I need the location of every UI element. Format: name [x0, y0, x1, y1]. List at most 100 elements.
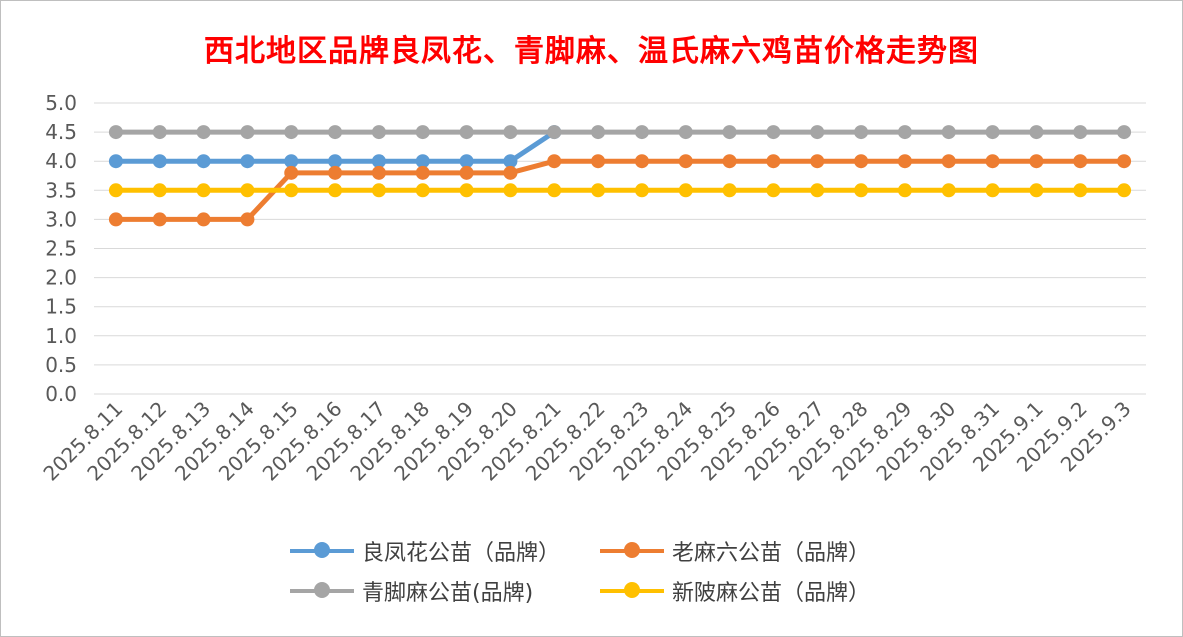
data-point	[722, 125, 737, 140]
data-point	[1117, 183, 1132, 198]
data-point	[678, 183, 693, 198]
legend-swatch	[290, 582, 354, 598]
data-point	[547, 183, 562, 198]
data-point	[1073, 154, 1088, 169]
data-point	[503, 125, 518, 140]
data-point	[547, 154, 562, 169]
legend-item: 良凤花公苗（品牌）	[290, 536, 560, 566]
data-point	[328, 154, 343, 169]
legend-item: 新陂麻公苗（品牌）	[600, 576, 870, 606]
y-tick-label: 5.0	[45, 91, 77, 115]
data-point	[547, 125, 562, 140]
data-point	[240, 125, 255, 140]
data-point	[722, 154, 737, 169]
data-point	[108, 212, 123, 227]
data-point	[152, 125, 167, 140]
y-tick-label: 3.0	[45, 207, 77, 231]
data-point	[634, 154, 649, 169]
series-line	[113, 158, 1127, 222]
data-point	[240, 154, 255, 169]
legend-label: 新陂麻公苗（品牌）	[672, 581, 871, 606]
data-point	[1073, 183, 1088, 198]
y-tick-label: 1.0	[45, 324, 77, 348]
data-point	[196, 212, 211, 227]
y-tick-label: 4.5	[45, 120, 77, 144]
legend-swatch	[600, 542, 664, 558]
data-point	[1117, 154, 1132, 169]
data-point	[108, 154, 123, 169]
data-point	[810, 183, 825, 198]
y-tick-label: 1.5	[45, 295, 77, 319]
data-point	[591, 125, 606, 140]
legend-item: 老麻六公苗（品牌）	[600, 536, 870, 566]
y-tick-label: 4.0	[45, 149, 77, 173]
data-point	[1117, 125, 1132, 140]
data-point	[196, 154, 211, 169]
legend-label: 青脚麻公苗(品牌)	[362, 581, 534, 606]
data-point	[634, 125, 649, 140]
data-point	[985, 183, 1000, 198]
data-point	[810, 125, 825, 140]
legend-swatch	[600, 582, 664, 598]
data-point	[854, 125, 869, 140]
data-point	[152, 154, 167, 169]
legend-label: 老麻六公苗（品牌）	[672, 541, 871, 566]
data-point	[678, 154, 693, 169]
chart-title: 西北地区品牌良凤花、青脚麻、温氏麻六鸡苗价格走势图	[204, 34, 979, 69]
legend-item: 青脚麻公苗(品牌)	[290, 576, 533, 606]
data-point	[459, 165, 474, 180]
data-point	[810, 154, 825, 169]
data-point	[985, 154, 1000, 169]
data-point	[152, 212, 167, 227]
legend-swatch	[290, 542, 354, 558]
data-point	[284, 165, 299, 180]
data-point	[941, 125, 956, 140]
data-point	[196, 183, 211, 198]
data-point	[854, 183, 869, 198]
data-point	[503, 183, 518, 198]
data-point	[591, 183, 606, 198]
data-point	[240, 212, 255, 227]
data-point	[240, 183, 255, 198]
data-point	[941, 154, 956, 169]
data-point	[328, 125, 343, 140]
data-point	[722, 183, 737, 198]
y-tick-label: 3.5	[45, 178, 77, 202]
legend-marker	[624, 582, 640, 598]
data-point	[108, 183, 123, 198]
y-tick-label: 2.0	[45, 266, 77, 290]
data-point	[678, 125, 693, 140]
data-point	[766, 183, 781, 198]
data-point	[328, 183, 343, 198]
data-point	[1029, 154, 1044, 169]
data-point	[415, 183, 430, 198]
data-point	[415, 154, 430, 169]
data-point	[284, 183, 299, 198]
data-point	[371, 165, 386, 180]
data-point	[766, 154, 781, 169]
data-point	[766, 125, 781, 140]
data-point	[196, 125, 211, 140]
data-point	[503, 154, 518, 169]
data-point	[152, 183, 167, 198]
data-point	[284, 154, 299, 169]
legend-marker	[314, 542, 330, 558]
data-point	[854, 154, 869, 169]
data-point	[328, 165, 343, 180]
data-point	[1029, 183, 1044, 198]
data-point	[897, 154, 912, 169]
data-point	[459, 183, 474, 198]
data-point	[459, 154, 474, 169]
y-tick-label: 0.0	[45, 382, 77, 406]
data-point	[634, 183, 649, 198]
data-point	[1029, 125, 1044, 140]
data-point	[108, 125, 123, 140]
data-point	[897, 125, 912, 140]
data-point	[591, 154, 606, 169]
data-point	[985, 125, 1000, 140]
y-tick-label: 2.5	[45, 237, 77, 261]
data-point	[371, 125, 386, 140]
legend-label: 良凤花公苗（品牌）	[362, 541, 561, 566]
